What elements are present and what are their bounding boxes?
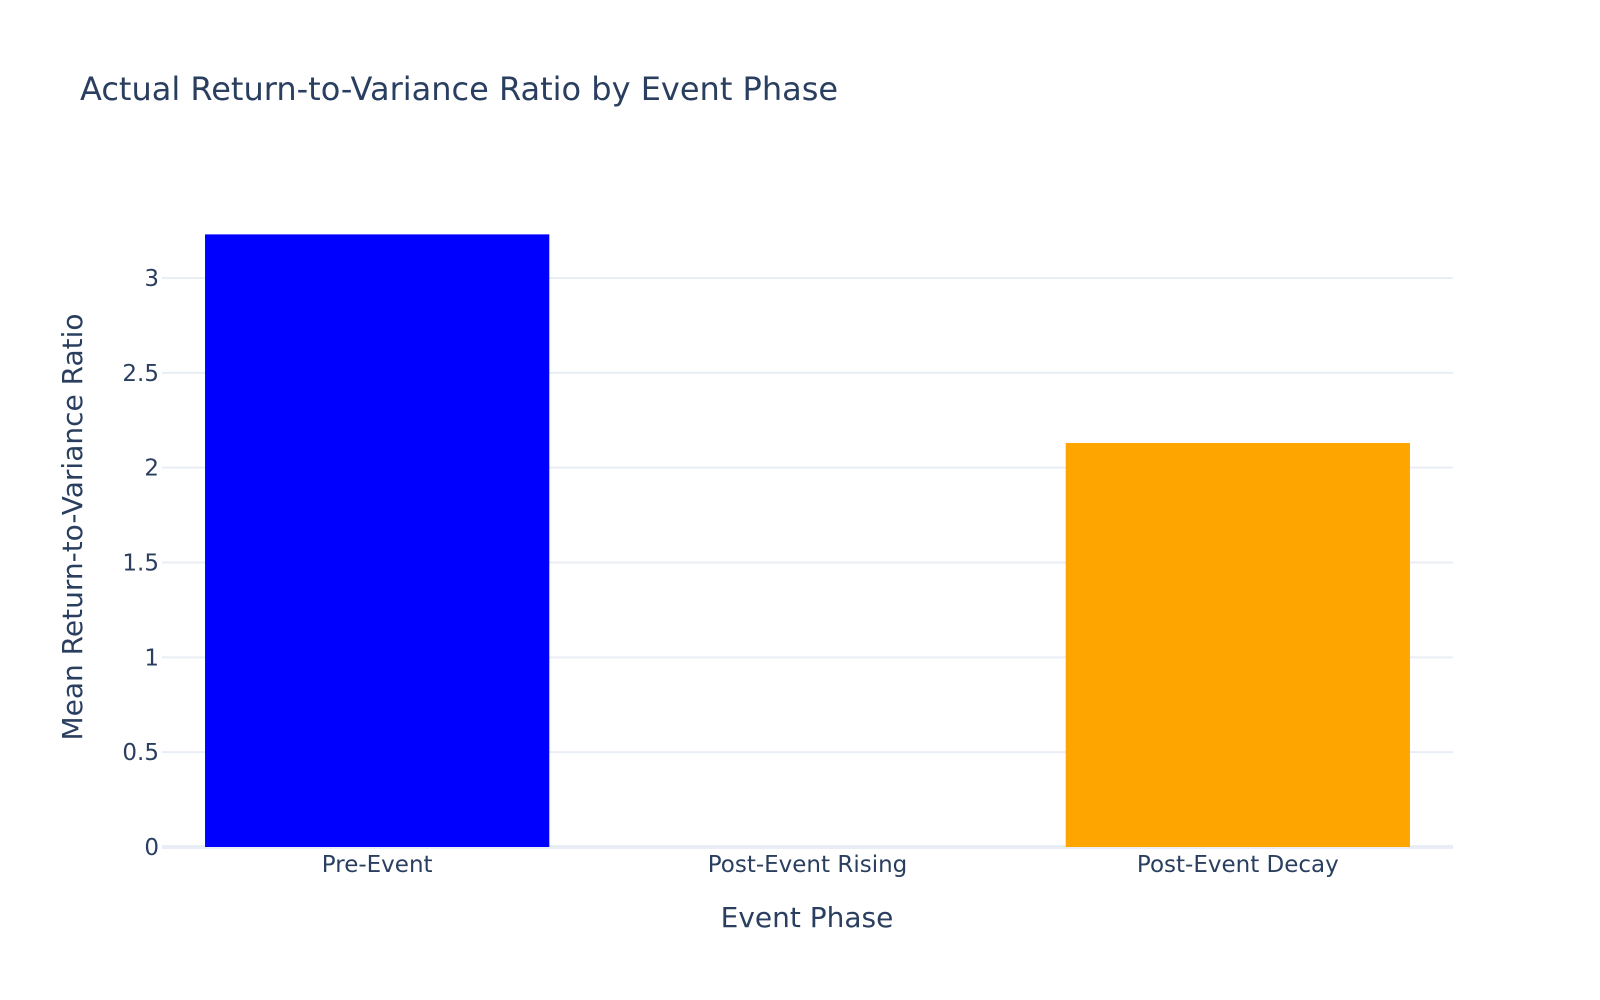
x-tick-label: Pre-Event	[322, 852, 433, 878]
y-tick-label: 2	[144, 456, 159, 482]
x-tick-label: Post-Event Decay	[1137, 852, 1339, 878]
x-axis-ticks: Pre-Event Post-Event Rising Post-Event Dec…	[322, 852, 1339, 878]
bars	[205, 234, 1410, 848]
y-tick-label: 0.5	[122, 740, 159, 766]
y-tick-label: 1.5	[122, 551, 159, 577]
y-tick-label: 1	[144, 645, 159, 671]
chart-title: Actual Return-to-Variance Ratio by Event…	[80, 70, 838, 108]
bar-post-event-decay	[1065, 443, 1410, 847]
y-axis-ticks: 0 0.5 1 1.5 2 2.5 3	[122, 266, 159, 861]
bar-pre-event	[205, 234, 550, 848]
y-tick-label: 0	[144, 835, 159, 861]
x-tick-label: Post-Event Rising	[708, 852, 908, 878]
x-axis-title: Event Phase	[721, 901, 894, 934]
y-axis-title: Mean Return-to-Variance Ratio	[56, 313, 89, 740]
y-tick-label: 2.5	[122, 361, 159, 387]
y-tick-label: 3	[144, 266, 159, 292]
